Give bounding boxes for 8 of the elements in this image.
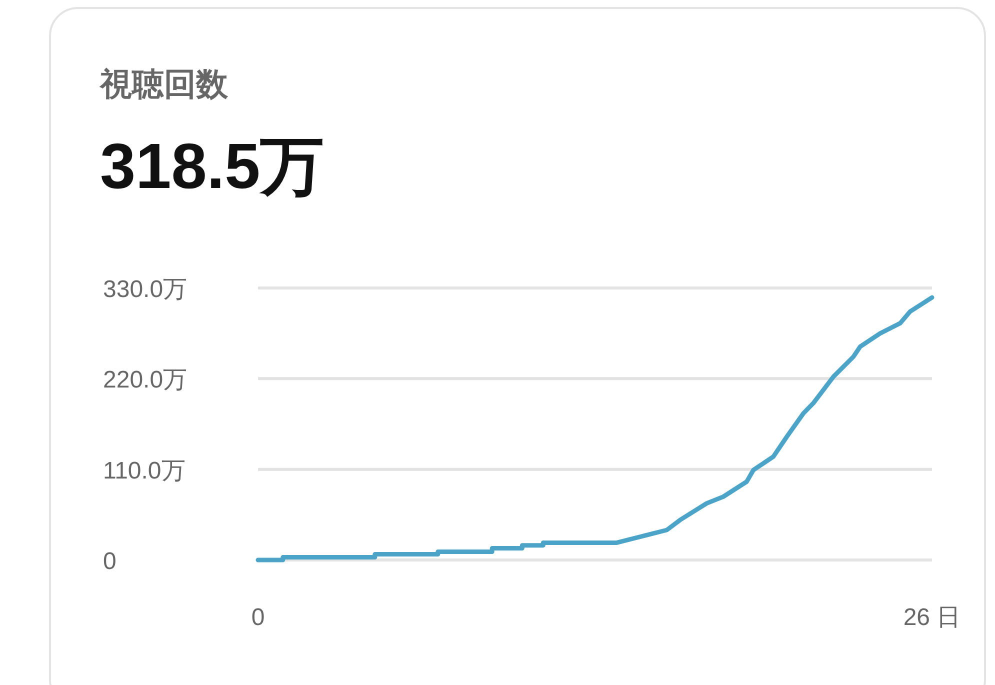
chart-subtitle: 318.5万 [100, 130, 324, 202]
chart-title: 視聴回数 [99, 66, 229, 102]
x-tick-label: 26 日 [903, 604, 961, 631]
y-tick-label: 220.0万 [103, 366, 188, 394]
y-tick-label: 330.0万 [103, 276, 188, 303]
line-series [256, 295, 934, 562]
y-tick-label: 110.0万 [103, 457, 186, 484]
y-tick-label: 0 [103, 548, 116, 575]
